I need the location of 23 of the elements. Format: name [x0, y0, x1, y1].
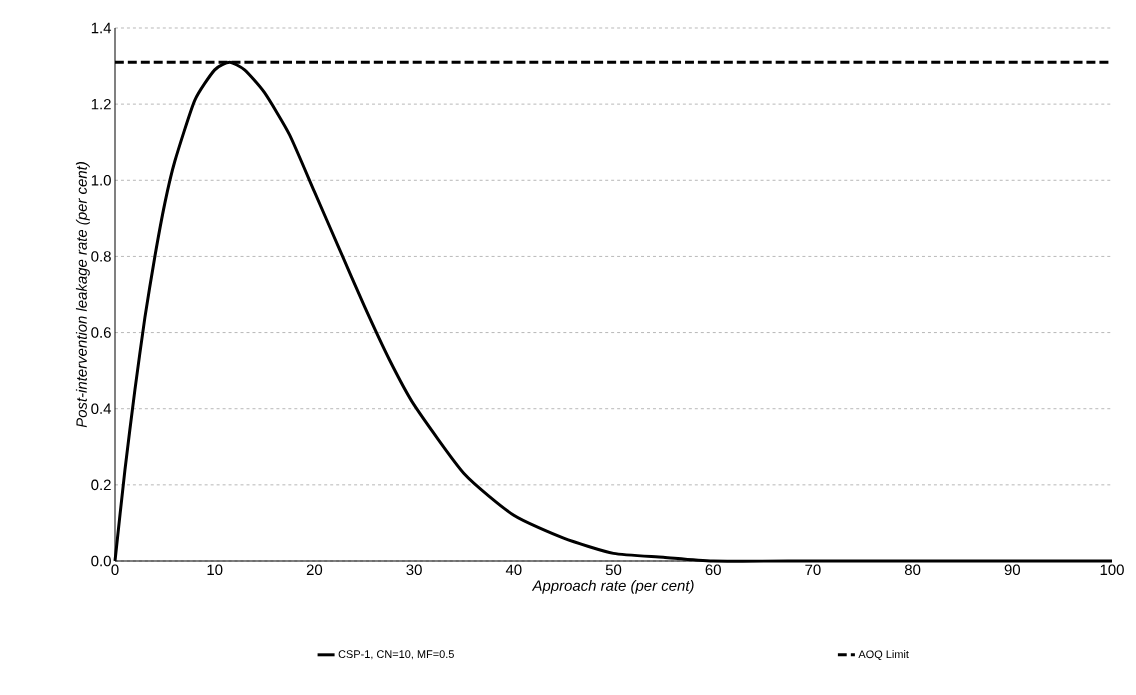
x-tick-label: 100: [1100, 564, 1124, 576]
x-tick-label: 10: [207, 564, 223, 576]
y-tick-label: 1.2: [91, 98, 111, 110]
x-tick-label: 20: [306, 564, 323, 576]
x-tick-label: 90: [1004, 564, 1021, 576]
y-axis-title: Post-intervention leakage rate (per cent): [75, 162, 90, 428]
y-tick-label: 0.6: [91, 327, 111, 338]
x-tick-label: 80: [904, 564, 921, 576]
y-tick-label: 0.8: [91, 251, 111, 262]
y-tick-label: 0.0: [91, 555, 111, 567]
x-tick-label: 0: [111, 564, 119, 576]
legend-label: CSP-1, CN=10, MF=0.5: [338, 650, 454, 660]
y-tick-label: 0.4: [91, 403, 112, 414]
y-tick-label: 1.4: [91, 22, 112, 34]
x-tick-label: 30: [406, 564, 422, 576]
y-tick-label: 1.0: [91, 174, 111, 186]
x-tick-label: 50: [605, 564, 622, 576]
y-tick-label: 0.2: [91, 479, 111, 491]
x-tick-label: 60: [705, 564, 721, 576]
x-tick-label: 70: [805, 564, 821, 576]
x-axis-title: Approach rate (per cent): [531, 579, 694, 594]
x-tick-label: 40: [505, 564, 522, 576]
legend-label: AOQ Limit: [858, 650, 909, 661]
